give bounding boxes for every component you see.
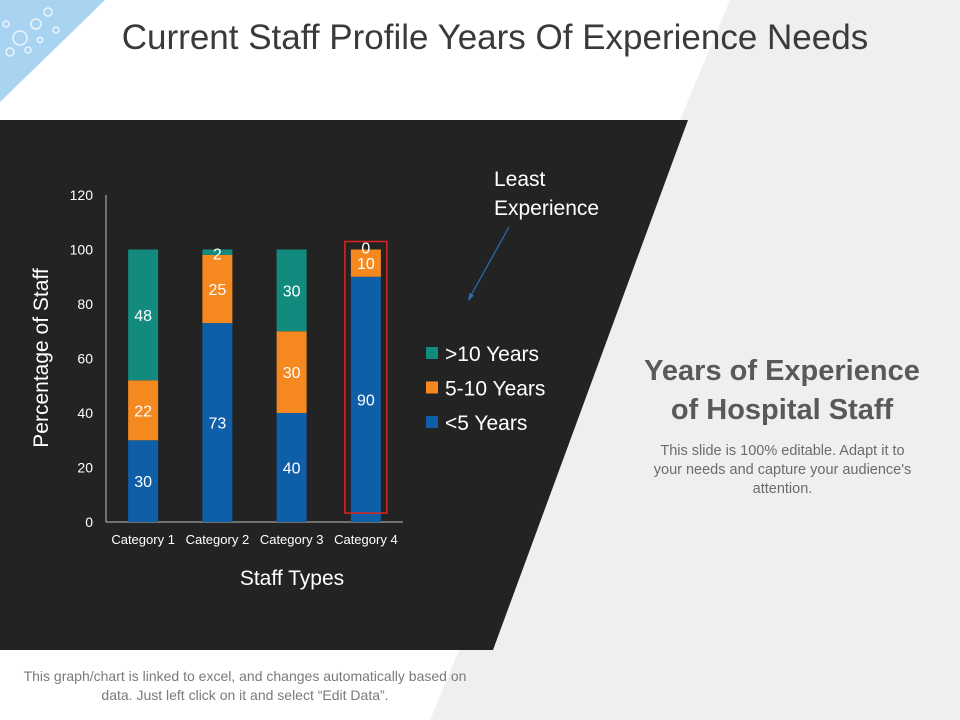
- data-label: 30: [283, 283, 301, 300]
- side-title-line1: Years of Experience: [644, 355, 920, 387]
- bar-segment: [202, 254, 233, 324]
- x-axis-title: Staff Types: [240, 567, 344, 590]
- bubbles-decoration: [2, 7, 60, 57]
- bar-segment: [202, 249, 233, 255]
- legend-label: <5 Years: [445, 412, 527, 435]
- y-tick-label: 100: [70, 242, 94, 258]
- annotation-arrowhead: [468, 293, 474, 301]
- page-title: Current Staff Profile Years Of Experienc…: [121, 18, 869, 57]
- x-tick-label: Category 2: [186, 532, 250, 547]
- annotation-line2: Experience: [494, 197, 599, 220]
- x-tick-label: Category 1: [111, 532, 175, 547]
- data-label: 90: [357, 392, 375, 409]
- data-label: 40: [283, 461, 301, 478]
- bar-segment: [128, 249, 159, 381]
- data-label: 25: [208, 282, 226, 299]
- bar-segment: [202, 323, 233, 522]
- y-tick-label: 40: [77, 405, 93, 421]
- data-label: 0: [361, 241, 370, 258]
- y-axis-title: Percentage of Staff: [30, 268, 53, 448]
- data-label: 73: [208, 416, 226, 433]
- y-tick-label: 120: [70, 187, 94, 203]
- data-label: 30: [134, 474, 152, 491]
- bar-segment: [128, 440, 159, 522]
- data-label: 30: [283, 365, 301, 382]
- chart-legend: >10 Years 5-10 Years <5 Years: [426, 343, 545, 435]
- y-tick-label: 0: [85, 514, 93, 530]
- data-label: 22: [134, 403, 152, 420]
- y-tick-label: 20: [77, 460, 93, 476]
- legend-label: >10 Years: [445, 343, 539, 366]
- legend-swatch: [426, 416, 438, 428]
- highlight-box: [344, 240, 388, 514]
- y-tick-label: 80: [77, 296, 93, 312]
- side-title-line2: of Hospital Staff: [670, 394, 894, 426]
- annotation-line1: Least: [494, 168, 546, 191]
- bar-segment: [350, 249, 381, 277]
- bar-segment: [276, 413, 307, 522]
- bar-segment: [350, 276, 381, 522]
- y-tick-label: 60: [77, 351, 93, 367]
- legend-label: 5-10 Years: [445, 378, 545, 401]
- data-label: 2: [213, 247, 222, 264]
- x-tick-label: Category 4: [334, 532, 398, 547]
- chart-data-labels: 30 22 48 73 25 2 40 30 30 90 100: [134, 241, 375, 492]
- right-grey-panel: [430, 0, 960, 720]
- bar-segment: [276, 249, 307, 332]
- side-title: Years of Experience of Hospital Staff: [612, 352, 952, 430]
- bar-segment: [128, 380, 159, 441]
- bar-segment: [276, 331, 307, 413]
- side-description: This slide is 100% editable. Adapt it to…: [653, 443, 912, 497]
- footer-note: This graph/chart is linked to excel, and…: [23, 668, 467, 703]
- annotation-arrow: [469, 226, 510, 298]
- data-label: 10: [357, 256, 375, 273]
- legend-swatch: [426, 381, 438, 394]
- corner-decoration: [0, 0, 105, 102]
- data-label: 48: [134, 308, 152, 325]
- chart-bars: [128, 249, 381, 522]
- x-tick-label: Category 3: [260, 532, 324, 547]
- chart-dark-panel: [0, 120, 688, 650]
- legend-swatch: [426, 347, 438, 359]
